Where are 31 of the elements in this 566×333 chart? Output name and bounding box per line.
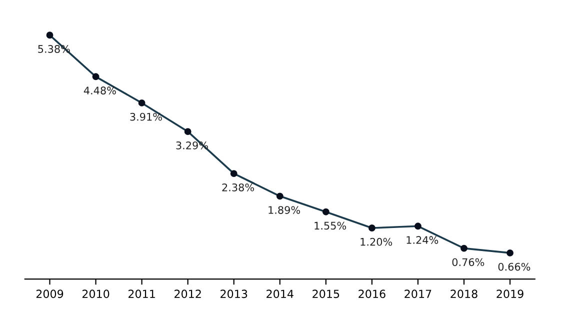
x-tick-label: 2011 (128, 290, 155, 298)
x-tick-label: 2013 (220, 290, 248, 298)
data-label: 2.38% (222, 183, 254, 192)
data-label: 1.24% (406, 236, 438, 244)
x-tick-label: 2019 (496, 290, 524, 298)
x-tick-label: 2009 (36, 290, 64, 298)
point (138, 99, 146, 106)
data-label: 3.91% (130, 112, 162, 121)
data-label: 4.48% (84, 86, 116, 94)
point (368, 224, 376, 232)
x-tick-label: 2016 (358, 290, 386, 298)
point (92, 73, 100, 80)
x-tick-label: 2015 (312, 290, 340, 298)
point (460, 244, 468, 252)
point (506, 249, 514, 256)
point (322, 208, 330, 216)
x-tick-label: 2010 (82, 290, 110, 298)
point (230, 170, 238, 178)
x-tick-label: 2017 (404, 290, 432, 298)
data-label: 0.66% (498, 262, 530, 271)
point (184, 128, 192, 136)
x-tick-label: 2014 (266, 290, 294, 298)
point (414, 222, 422, 230)
x-tick-label: 2018 (450, 290, 478, 298)
point (276, 192, 284, 200)
x-tick-label: 2012 (174, 290, 201, 298)
data-label: 1.20% (360, 238, 392, 246)
data-label: 1.55% (314, 222, 346, 230)
data-label: 0.76% (452, 258, 484, 266)
point (46, 32, 54, 39)
data-label: 1.89% (268, 206, 300, 214)
